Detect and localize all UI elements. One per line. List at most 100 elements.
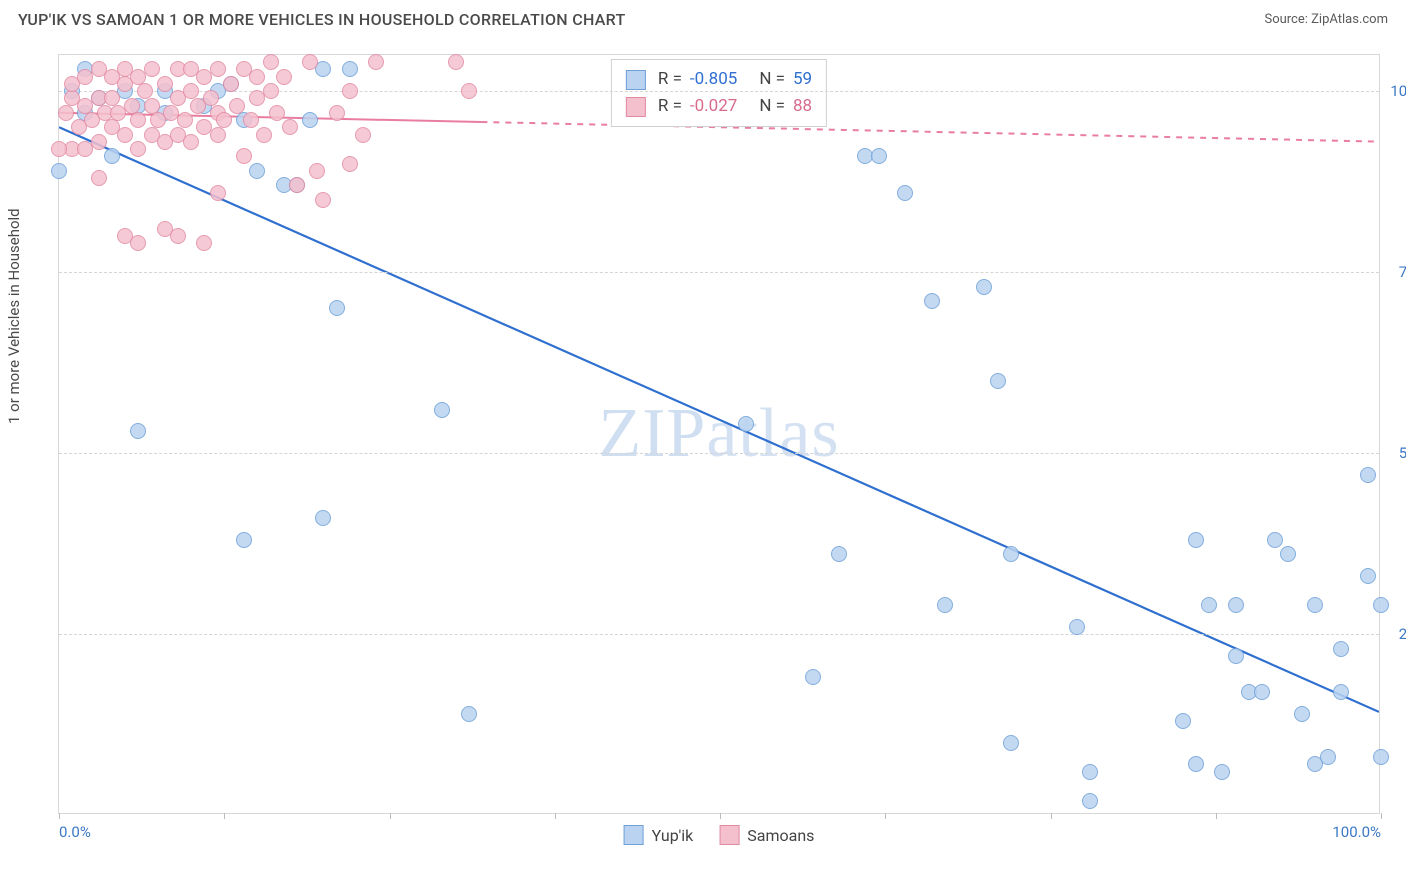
grid-line [59,453,1379,454]
watermark: ZIPatlas [598,394,839,474]
legend-swatch-icon [624,825,644,845]
scatter-point [282,119,298,135]
scatter-point [170,228,186,244]
x-tick [224,813,225,819]
scatter-point [342,156,358,172]
scatter-point [243,112,259,128]
scatter-point [249,69,265,85]
plot-area: ZIPatlas R =-0.805N =59R =-0.027N =88 Yu… [58,54,1380,814]
legend-swatch-icon [626,70,646,90]
scatter-point [329,105,345,121]
legend-swatch-icon [626,97,646,117]
x-tick [390,813,391,819]
x-tick-label: 0.0% [59,823,91,841]
scatter-point [1214,764,1230,780]
legend-item: Samoans [719,825,814,845]
scatter-point [1307,597,1323,613]
scatter-point [461,83,477,99]
scatter-point [117,127,133,143]
y-tick-label: 50.0% [1399,444,1406,462]
legend-label: Samoans [747,826,814,845]
scatter-point [1082,793,1098,809]
scatter-point [130,141,146,157]
scatter-point [1373,749,1389,765]
scatter-point [448,54,464,70]
scatter-point [249,163,265,179]
scatter-point [1294,706,1310,722]
scatter-point [91,170,107,186]
x-tick-label: 100.0% [1332,823,1381,841]
scatter-point [342,83,358,99]
scatter-point [130,423,146,439]
grid-line [59,272,1379,273]
y-axis-label: 1 or more Vehicles in Household [5,208,23,424]
scatter-point [342,61,358,77]
scatter-point [1360,568,1376,584]
scatter-point [1003,735,1019,751]
scatter-point [1069,619,1085,635]
scatter-point [236,532,252,548]
scatter-point [223,76,239,92]
scatter-point [315,510,331,526]
stats-row: R =-0.027N =88 [626,93,812,120]
scatter-point [1333,684,1349,700]
scatter-point [177,112,193,128]
x-tick [1216,813,1217,819]
y-tick-label: 75.0% [1399,263,1406,281]
scatter-point [1360,467,1376,483]
legend-item: Yup'ik [624,825,694,845]
bottom-legend: Yup'ik Samoans [624,825,815,845]
scatter-point [355,127,371,143]
scatter-point [302,112,318,128]
scatter-point [229,98,245,114]
scatter-point [216,112,232,128]
n-label: N = [759,66,785,93]
scatter-point [130,235,146,251]
scatter-point [1082,764,1098,780]
x-tick [59,813,60,819]
scatter-point [976,279,992,295]
scatter-point [461,706,477,722]
scatter-point [1003,546,1019,562]
scatter-point [831,546,847,562]
legend-swatch-icon [719,825,739,845]
scatter-point [183,134,199,150]
scatter-point [738,416,754,432]
scatter-point [302,54,318,70]
r-value: -0.805 [690,66,737,93]
scatter-point [1254,684,1270,700]
scatter-point [1228,648,1244,664]
scatter-point [1188,756,1204,772]
scatter-point [805,669,821,685]
r-value: -0.027 [690,93,737,120]
chart-container: 1 or more Vehicles in Household ZIPatlas… [20,44,1390,854]
r-label: R = [658,66,682,93]
scatter-point [1373,597,1389,613]
scatter-point [937,597,953,613]
scatter-point [144,61,160,77]
scatter-point [77,141,93,157]
chart-title: YUP'IK VS SAMOAN 1 OR MORE VEHICLES IN H… [18,10,626,29]
r-label: R = [658,93,682,120]
scatter-point [210,185,226,201]
scatter-point [51,163,67,179]
scatter-point [329,300,345,316]
scatter-point [871,148,887,164]
x-tick [1051,813,1052,819]
scatter-point [104,148,120,164]
scatter-point [157,76,173,92]
x-tick [720,813,721,819]
scatter-point [1188,532,1204,548]
x-tick [885,813,886,819]
scatter-point [130,112,146,128]
scatter-point [210,61,226,77]
scatter-point [309,163,325,179]
scatter-point [924,293,940,309]
scatter-point [269,105,285,121]
scatter-point [897,185,913,201]
scatter-point [1228,597,1244,613]
scatter-point [1320,749,1336,765]
n-value: 88 [793,93,812,120]
scatter-point [1201,597,1217,613]
scatter-point [434,402,450,418]
